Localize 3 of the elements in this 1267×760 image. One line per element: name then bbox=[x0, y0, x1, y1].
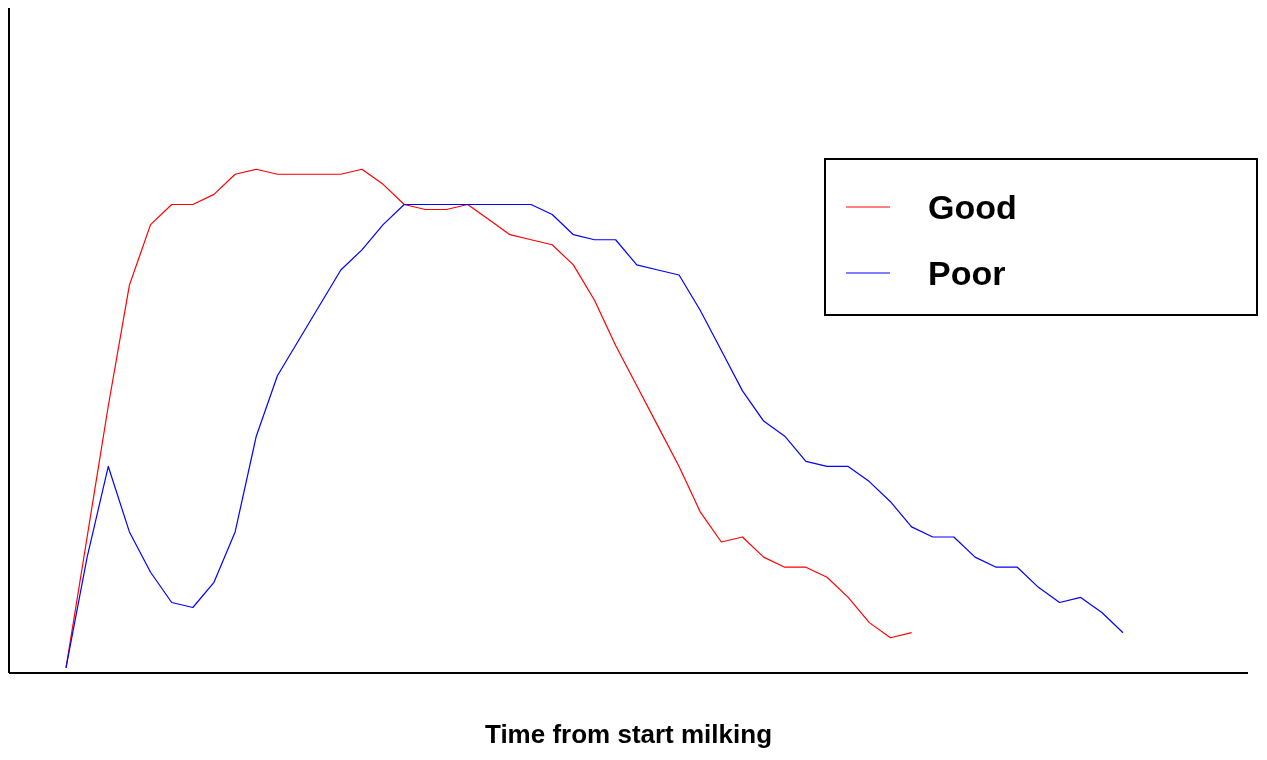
x-axis-title: Time from start milking bbox=[484, 719, 773, 749]
legend-label: Poor bbox=[928, 253, 1006, 293]
legend-label: Good bbox=[928, 187, 1017, 227]
